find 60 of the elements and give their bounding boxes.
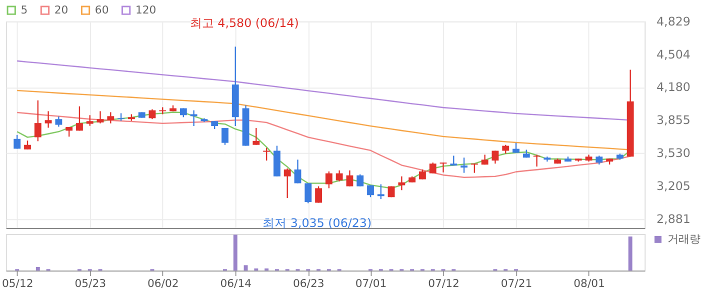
bar — [254, 268, 258, 271]
x-tick-label: 08/01 — [574, 276, 605, 289]
annotation: 최고 4,580 (06/14) — [190, 16, 299, 30]
candlestick — [419, 168, 426, 180]
x-tick-label: 05/12 — [2, 276, 34, 289]
bar — [244, 265, 248, 271]
annotation: 최저 3,035 (06/23) — [262, 216, 372, 230]
candlestick — [356, 174, 364, 187]
x-tick-label: 07/21 — [500, 276, 532, 289]
candlestick — [14, 134, 21, 150]
candlestick — [325, 170, 332, 189]
candlestick — [460, 157, 468, 174]
candlestick — [263, 147, 270, 162]
candlestick — [470, 163, 478, 174]
candlestick — [55, 116, 62, 128]
x-tick-label: 07/01 — [355, 276, 387, 289]
y-tick-label: 3,855 — [656, 113, 690, 128]
bar — [233, 234, 238, 271]
legend-label: 60 — [94, 3, 109, 16]
candlestick — [86, 114, 94, 126]
y-tick-label: 3,530 — [656, 146, 690, 160]
y-tick-label: 4,180 — [656, 80, 690, 94]
candlestick — [96, 110, 104, 124]
candlestick — [44, 110, 52, 128]
candlestick — [252, 127, 260, 146]
candlestick — [315, 186, 322, 204]
legend-label: 20 — [54, 3, 68, 16]
candlestick — [284, 168, 291, 199]
candlestick — [294, 159, 302, 184]
candlestick — [346, 170, 354, 187]
candlestick — [512, 142, 520, 154]
x-tick-label: 06/23 — [292, 276, 324, 289]
legend-label: 120 — [135, 3, 156, 16]
y-tick-label: 4,829 — [656, 14, 690, 28]
x-tick-label: 06/02 — [147, 276, 179, 289]
candlestick — [76, 106, 83, 132]
bar — [36, 266, 40, 271]
candlestick — [492, 150, 499, 164]
y-tick-label: 4,504 — [656, 47, 690, 62]
candlestick — [34, 100, 42, 142]
candlestick — [440, 162, 447, 174]
x-tick-label: 05/23 — [74, 276, 106, 289]
candlestick — [222, 127, 228, 146]
bar — [628, 236, 632, 271]
y-tick-label: 2,881 — [656, 212, 690, 226]
legend-label: 거래량 — [667, 232, 700, 246]
candlestick — [66, 126, 73, 138]
y-tick-label: 3,205 — [656, 178, 690, 193]
x-tick-label: 06/14 — [220, 276, 252, 289]
candlestick — [533, 154, 540, 168]
x-tick-label: 07/12 — [428, 276, 460, 289]
bar — [264, 268, 269, 271]
legend-label: 5 — [20, 3, 28, 16]
candlestick — [398, 176, 406, 191]
candlestick — [429, 162, 436, 174]
candlestick — [304, 182, 312, 204]
candlestick — [336, 170, 343, 182]
candlestick — [190, 110, 198, 127]
candlestick — [107, 112, 114, 124]
candlestick — [377, 184, 384, 200]
